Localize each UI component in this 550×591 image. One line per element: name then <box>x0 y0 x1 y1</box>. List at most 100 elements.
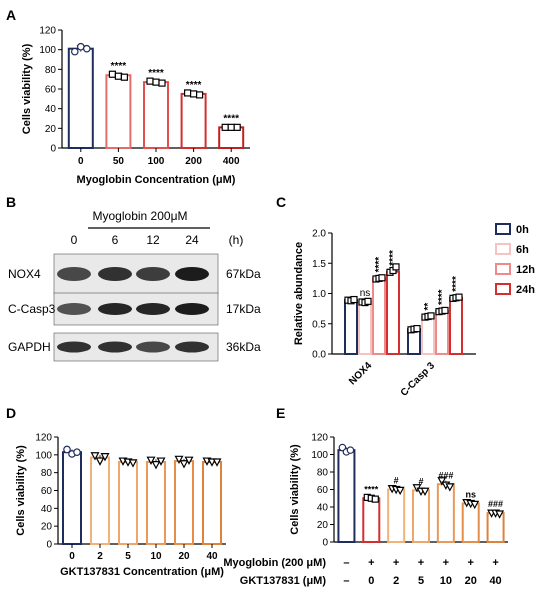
blot-lane-unit: (h) <box>229 233 244 247</box>
panel-label-e: E <box>276 405 285 421</box>
bar <box>435 310 449 356</box>
bar <box>412 489 430 543</box>
blot-band <box>98 267 132 281</box>
data-point <box>364 297 372 305</box>
y-tick-label: 0.5 <box>312 319 326 330</box>
y-tick-label: 0 <box>322 538 328 549</box>
bar <box>146 460 166 546</box>
panel-label-c: C <box>276 194 286 210</box>
data-point <box>378 274 386 282</box>
bar <box>421 315 435 355</box>
y-axis-label: Relative abundance <box>293 242 305 345</box>
x-tick-label: 50 <box>113 156 125 167</box>
data-point <box>392 263 400 271</box>
data-point <box>190 90 198 98</box>
legend-swatch <box>495 223 511 235</box>
blot-lane-label: 0 <box>71 233 78 247</box>
significance-label: ns <box>465 490 476 500</box>
blot-row-label: C-Casp3 <box>8 302 56 316</box>
significance-label: **** <box>111 61 127 72</box>
bar <box>62 451 82 545</box>
x-tick-label: 400 <box>223 156 240 167</box>
y-tick-label: 60 <box>41 486 53 497</box>
data-point <box>212 458 222 467</box>
blot-row-label: NOX4 <box>8 267 41 281</box>
data-point <box>158 79 166 87</box>
y-axis-label: Cells viability (%) <box>15 445 27 536</box>
data-point <box>221 123 229 131</box>
bar <box>337 449 356 543</box>
blot-band <box>57 341 91 353</box>
y-tick-label: 20 <box>41 522 53 533</box>
y-tick-label: 20 <box>317 520 329 531</box>
panel-label-b: B <box>6 194 16 210</box>
y-tick-label: 20 <box>45 124 57 135</box>
y-tick-label: 40 <box>45 104 57 115</box>
bar <box>362 497 381 543</box>
data-point <box>120 73 129 81</box>
gkt-row-value: 2 <box>393 575 399 587</box>
gkt-row-value: – <box>343 575 349 587</box>
myoglobin-row-value: + <box>393 557 399 569</box>
x-tick-label: 10 <box>150 551 162 562</box>
y-tick-label: 60 <box>45 85 57 96</box>
data-point <box>90 452 100 461</box>
bar <box>105 74 132 149</box>
data-point <box>95 457 105 466</box>
gkt-row-value: 20 <box>465 575 477 587</box>
data-point <box>413 324 421 333</box>
x-tick-label: NOX4 <box>347 360 374 387</box>
blot-kda-label: 67kDa <box>226 267 261 281</box>
blot-band <box>136 341 170 353</box>
bar <box>143 81 169 149</box>
x-tick-label: 100 <box>148 156 165 167</box>
significance-label: **** <box>388 250 399 266</box>
legend-swatch <box>495 243 511 255</box>
myoglobin-row-value: + <box>492 557 498 569</box>
blot-band <box>136 303 170 315</box>
bar <box>358 300 372 355</box>
significance-label: **** <box>223 113 239 124</box>
x-tick-label: 5 <box>125 551 131 562</box>
myoglobin-row-value: + <box>443 557 449 569</box>
y-tick-label: 0 <box>46 540 52 551</box>
y-tick-label: 1.5 <box>312 259 326 270</box>
significance-label: **** <box>374 257 385 273</box>
significance-label: ### <box>438 470 453 480</box>
y-tick-label: 2.0 <box>312 229 326 240</box>
data-point <box>114 72 123 80</box>
panel-label-d: D <box>6 405 16 421</box>
y-tick-label: 100 <box>35 450 52 461</box>
bar <box>118 460 138 546</box>
y-tick-label: 40 <box>41 504 53 515</box>
data-point <box>71 47 79 56</box>
blot-band <box>57 303 91 315</box>
data-point <box>395 486 405 496</box>
significance-label: **** <box>364 484 379 494</box>
blot-lane-label: 12 <box>146 233 160 247</box>
data-point <box>128 459 138 468</box>
data-point <box>495 510 505 519</box>
y-tick-label: 120 <box>39 26 56 37</box>
data-point <box>441 306 449 315</box>
blot-band <box>98 341 132 353</box>
blot-band <box>175 303 209 315</box>
panel-e: 0 20 40 60 80 100 120 – – **** +0 # +2 # +5 ### +10 ns +20… <box>223 433 508 587</box>
data-point <box>73 448 81 456</box>
bar <box>180 92 207 149</box>
data-point <box>427 312 435 320</box>
gkt-row-value: 10 <box>440 575 452 587</box>
bar <box>372 277 386 355</box>
x-tick-label: 200 <box>185 156 202 167</box>
legend-label: 6h <box>516 244 529 256</box>
y-tick-label: 80 <box>41 468 53 479</box>
blot-kda-label: 17kDa <box>226 302 261 316</box>
data-point <box>196 91 204 99</box>
data-point <box>179 460 189 469</box>
bar <box>449 296 463 355</box>
y-tick-label: 120 <box>35 433 52 444</box>
significance-label: **** <box>437 289 448 305</box>
data-point <box>455 293 463 301</box>
blot-band <box>136 267 170 281</box>
